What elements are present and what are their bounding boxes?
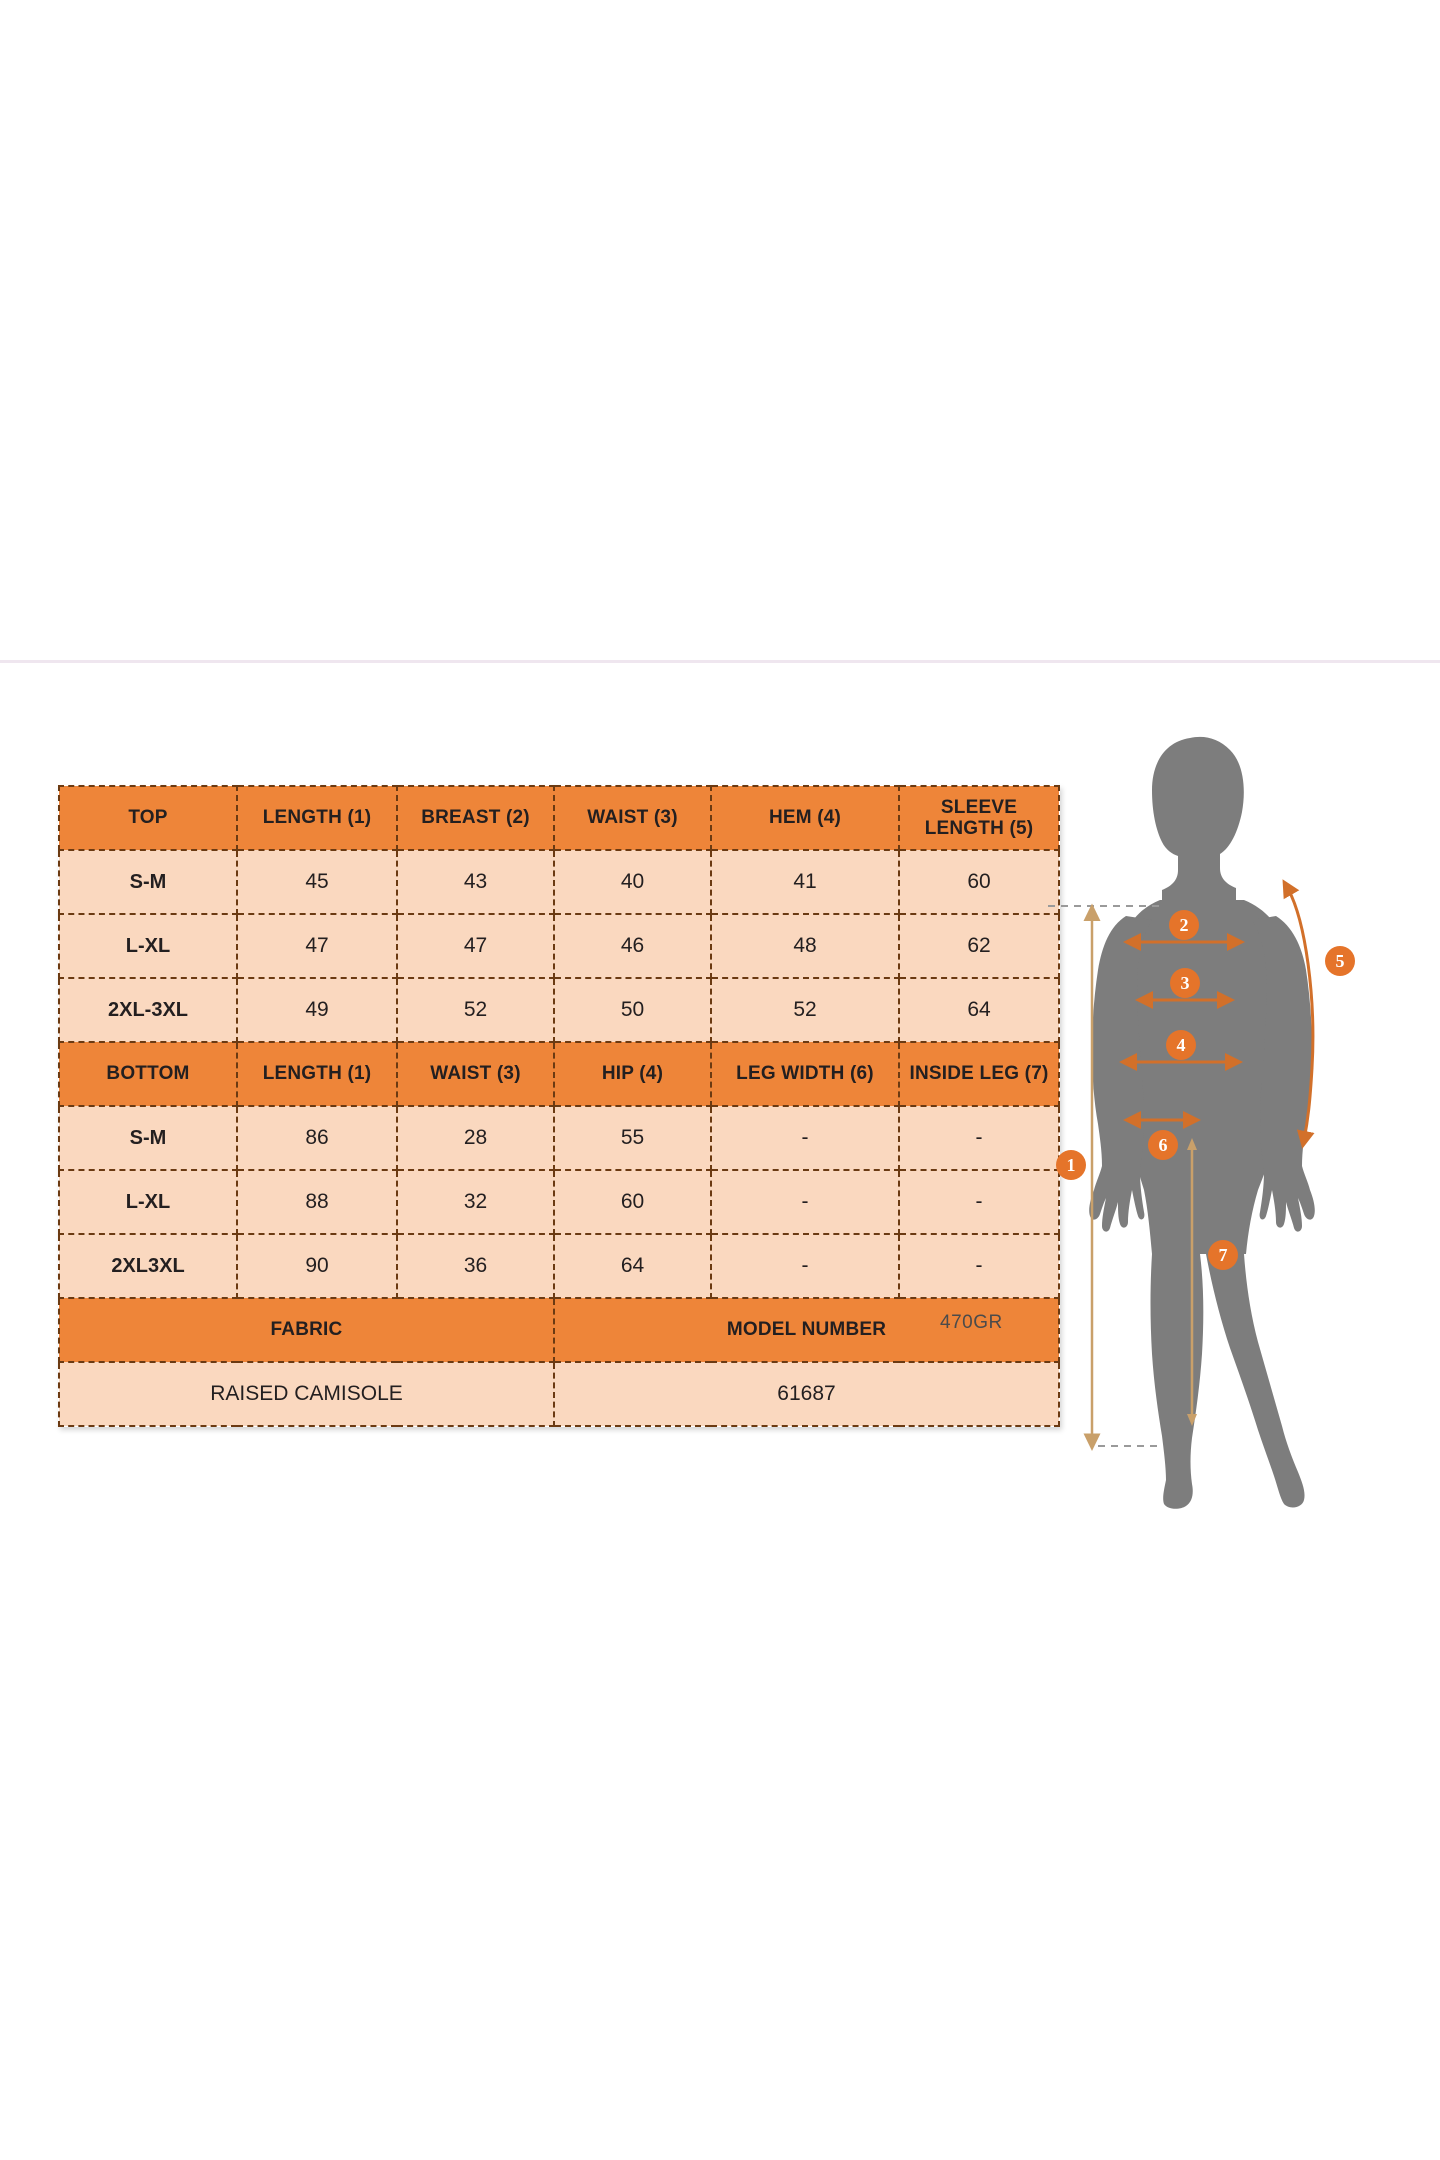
cell-value: 45 [236,849,398,915]
female-body-silhouette-svg [1048,736,1315,1509]
top-divider [0,660,1440,663]
badge-measure-6: 6 [1148,1130,1178,1160]
header-top-sleeve-length: SLEEVE LENGTH (5) [898,785,1060,851]
size-chart-area: TOP LENGTH (1) BREAST (2) WAIST (3) HEM … [0,700,1440,1520]
cell-value: 46 [553,913,712,979]
cell-value: 60 [898,849,1060,915]
table-row: L-XL 88 32 60 - - [58,1169,1060,1235]
cell-value: 55 [553,1105,712,1171]
cell-value: - [710,1169,900,1235]
header-top-hem: HEM (4) [710,785,900,851]
header-bottom: BOTTOM [58,1041,238,1107]
value-fabric: RAISED CAMISOLE [58,1361,555,1427]
cell-value: 62 [898,913,1060,979]
header-bottom-hip: HIP (4) [553,1041,712,1107]
cell-value: - [710,1105,900,1171]
cell-value: 86 [236,1105,398,1171]
cell-value: 41 [710,849,900,915]
table-footer-header-row: FABRIC MODEL NUMBER [58,1297,1060,1363]
cell-value: 52 [396,977,555,1043]
cell-value: 50 [553,977,712,1043]
value-model-number: 61687 [553,1361,1060,1427]
cell-value: 36 [396,1233,555,1299]
table-row: S-M 86 28 55 - - [58,1105,1060,1171]
cell-value: 40 [553,849,712,915]
header-top-length: LENGTH (1) [236,785,398,851]
header-top-waist: WAIST (3) [553,785,712,851]
header-model-number: MODEL NUMBER [553,1297,1060,1363]
cell-value: 47 [236,913,398,979]
cell-value: - [710,1233,900,1299]
size-table-container: TOP LENGTH (1) BREAST (2) WAIST (3) HEM … [58,785,1060,1427]
row-size-label: L-XL [58,1169,238,1235]
arrow-measure-5-sleeve-length [1282,879,1315,1149]
table-header-row-top: TOP LENGTH (1) BREAST (2) WAIST (3) HEM … [58,785,1060,851]
badge-measure-3: 3 [1170,968,1200,998]
badge-measure-7: 7 [1208,1240,1238,1270]
badge-measure-5: 5 [1325,946,1355,976]
table-row: 2XL3XL 90 36 64 - - [58,1233,1060,1299]
cell-value: 90 [236,1233,398,1299]
row-size-label: 2XL-3XL [58,977,238,1043]
cell-value: 52 [710,977,900,1043]
cell-value: 48 [710,913,900,979]
cell-value: 88 [236,1169,398,1235]
header-bottom-inside-leg: INSIDE LEG (7) [898,1041,1060,1107]
cell-value: 32 [396,1169,555,1235]
header-top-breast: BREAST (2) [396,785,555,851]
cell-value: 64 [553,1233,712,1299]
cell-value: 64 [898,977,1060,1043]
cell-value: 49 [236,977,398,1043]
cell-value: 47 [396,913,555,979]
header-bottom-waist: WAIST (3) [396,1041,555,1107]
cell-value: - [898,1233,1060,1299]
header-bottom-leg-width: LEG WIDTH (6) [710,1041,900,1107]
cell-value: 60 [553,1169,712,1235]
size-table: TOP LENGTH (1) BREAST (2) WAIST (3) HEM … [58,785,1060,1427]
table-row: S-M 45 43 40 41 60 [58,849,1060,915]
cell-value: 28 [396,1105,555,1171]
table-row: L-XL 47 47 46 48 62 [58,913,1060,979]
header-fabric: FABRIC [58,1297,555,1363]
row-size-label: 2XL3XL [58,1233,238,1299]
body-silhouette [1089,736,1315,1509]
measurement-figure-diagram: 1 2 3 4 5 6 7 [1040,720,1420,1510]
cell-value: - [898,1169,1060,1235]
cell-value: - [898,1105,1060,1171]
row-size-label: S-M [58,849,238,915]
header-bottom-length: LENGTH (1) [236,1041,398,1107]
badge-measure-4: 4 [1166,1030,1196,1060]
badge-measure-1: 1 [1056,1150,1086,1180]
table-row: 2XL-3XL 49 52 50 52 64 [58,977,1060,1043]
row-size-label: S-M [58,1105,238,1171]
badge-measure-2: 2 [1169,910,1199,940]
header-top: TOP [58,785,238,851]
row-size-label: L-XL [58,913,238,979]
cell-value: 43 [396,849,555,915]
weight-code-label: 470GR [940,1312,1003,1333]
table-footer-value-row: RAISED CAMISOLE 61687 [58,1361,1060,1427]
table-header-row-bottom: BOTTOM LENGTH (1) WAIST (3) HIP (4) LEG … [58,1041,1060,1107]
